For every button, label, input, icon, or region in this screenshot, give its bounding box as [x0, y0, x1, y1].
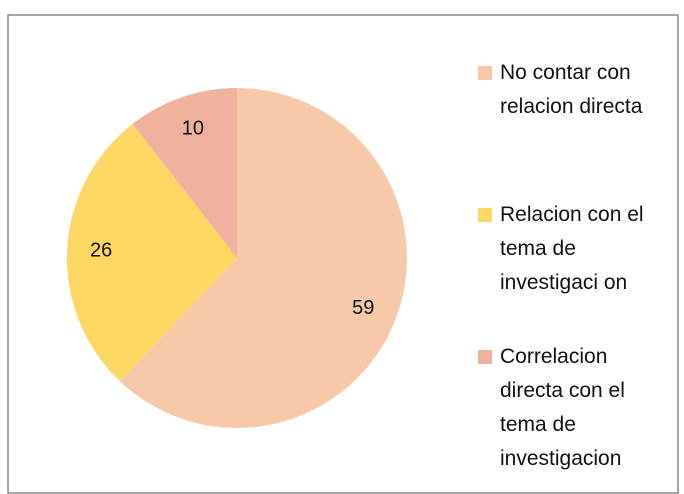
data-label: 59: [352, 297, 374, 319]
legend-label: No contar con relacion directa: [500, 61, 643, 118]
frame: [7, 14, 679, 494]
legend-entry: Relacion con el tema de investigaci on: [478, 198, 658, 300]
legend-swatch: [478, 350, 492, 364]
pie-slice: [132, 88, 237, 258]
legend-label: Correlacion directa con el tema de inves…: [500, 345, 625, 470]
legend-label: Relacion con el tema de investigaci on: [500, 203, 644, 294]
legend-entry: Correlacion directa con el tema de inves…: [478, 340, 658, 476]
data-label: 10: [182, 118, 204, 140]
legend-swatch: [478, 208, 492, 222]
data-label: 26: [90, 240, 112, 262]
pie-slice: [66, 123, 237, 382]
legend-entry: No contar con relacion directa: [478, 56, 658, 124]
legend-swatch: [478, 66, 492, 80]
pie-slice: [119, 88, 407, 428]
